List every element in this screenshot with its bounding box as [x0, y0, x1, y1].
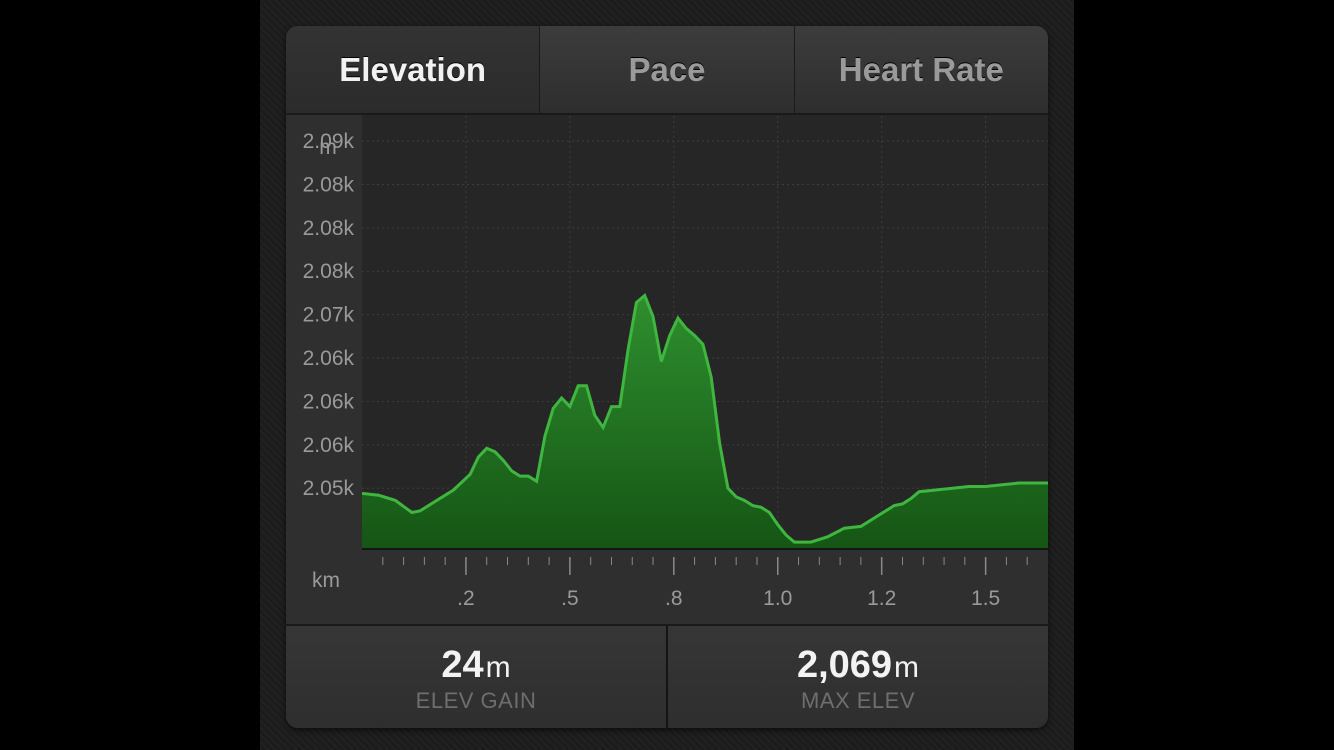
tab-elevation[interactable]: Elevation — [286, 26, 541, 113]
y-tick-label: 2.06k — [303, 347, 355, 370]
elevation-area — [362, 295, 1048, 549]
y-axis-panel — [286, 115, 362, 549]
phone-screen: Elevation Pace Heart Rate 2.05k 2. — [260, 0, 1074, 750]
tab-pace[interactable]: Pace — [540, 26, 795, 113]
max-elev-value-row: 2,069m — [668, 644, 1048, 687]
y-tick-label: 2.08k — [303, 173, 355, 196]
y-tick-label: 2.05k — [303, 477, 355, 500]
x-tick-label: .5 — [561, 587, 579, 610]
max-elev-unit: m — [894, 651, 920, 684]
y-tick-label: 2.09k — [303, 130, 355, 153]
elevation-chart-svg: 2.05k 2.06k 2.06k 2.06k 2.07k 2.08k 2.08k 2.08k… — [286, 115, 1048, 625]
x-tick-label: .2 — [457, 587, 475, 610]
y-tick-label: 2.08k — [303, 260, 355, 283]
y-tick-label: 2.06k — [303, 390, 355, 413]
elev-gain-unit: m — [485, 651, 511, 684]
x-axis-panel — [286, 549, 1048, 625]
y-tick-label: 2.08k — [303, 217, 355, 240]
x-tick-label: 1.0 — [763, 587, 792, 610]
y-tick-label: 2.06k — [303, 434, 355, 457]
max-elev-value: 2,069 — [796, 644, 893, 686]
elev-gain-stat: 24m ELEV GAIN — [286, 626, 668, 728]
stats-bar: 24m ELEV GAIN 2,069m MAX ELEV — [286, 624, 1048, 728]
y-axis-unit-label: m — [319, 136, 337, 159]
x-tick-label: 1.2 — [867, 587, 896, 610]
elevation-line — [361, 293, 1048, 544]
elev-gain-value-row: 24m — [286, 644, 666, 687]
max-elev-label: MAX ELEV — [800, 688, 916, 713]
elev-gain-label: ELEV GAIN — [415, 688, 537, 713]
x-tick-label: .8 — [665, 587, 683, 610]
max-elev-stat: 2,069m MAX ELEV — [668, 626, 1048, 728]
x-tick-label: 1.5 — [971, 587, 1000, 610]
elevation-chart: 2.05k 2.06k 2.06k 2.06k 2.07k 2.08k 2.08k 2.08k… — [286, 115, 1048, 625]
elev-gain-value: 24 — [441, 644, 484, 686]
elevation-card: Elevation Pace Heart Rate 2.05k 2. — [286, 26, 1048, 728]
tab-bar: Elevation Pace Heart Rate — [286, 26, 1048, 115]
y-tick-label: 2.07k — [303, 304, 355, 327]
tab-heart-rate[interactable]: Heart Rate — [838, 50, 1004, 88]
x-axis-unit-label: km — [312, 569, 340, 592]
